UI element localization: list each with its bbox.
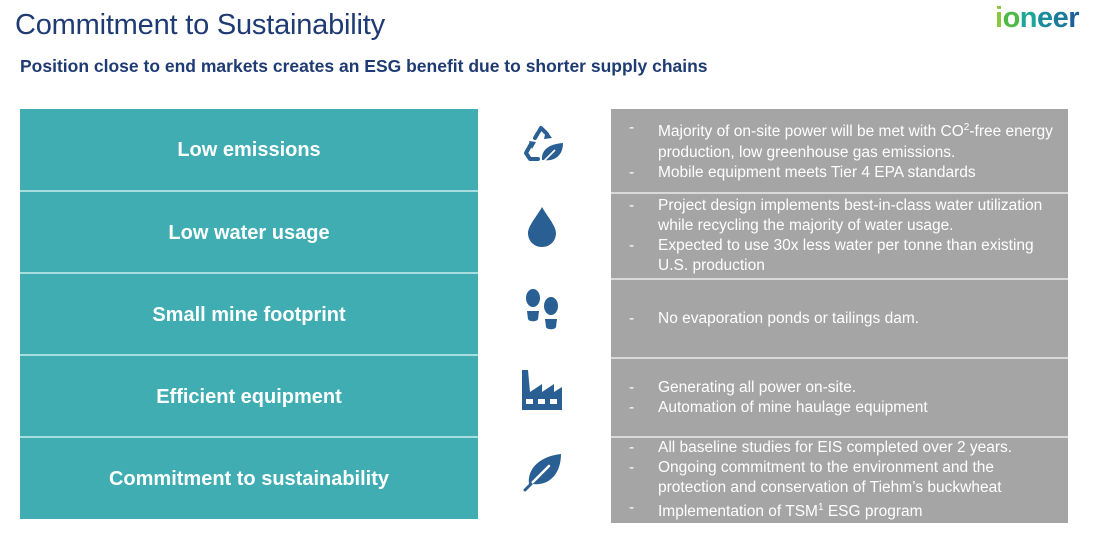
water-drop-icon <box>520 204 564 248</box>
divider <box>611 278 1068 280</box>
details-low-water-usage: - Project design implements best-in-clas… <box>611 194 1068 278</box>
bullet-item: - Implementation of TSM1 ESG program <box>611 498 1068 522</box>
bullet-item: - Generating all power on-site. <box>611 378 1068 398</box>
category-label: Efficient equipment <box>156 385 342 408</box>
details-panel: - Majority of on-site power will be met … <box>611 109 1068 523</box>
bullet-dash: - <box>629 378 635 396</box>
details-commitment-to-sustainability: - All baseline studies for EIS completed… <box>611 438 1068 523</box>
bullet-text: Implementation of TSM1 ESG program <box>658 502 923 521</box>
recycle-leaf-icon <box>521 122 565 166</box>
bullet-item: - Automation of mine haulage equipment <box>611 398 1068 418</box>
bullet-item: - Expected to use 30x less water per ton… <box>611 236 1068 276</box>
leaf-icon <box>521 450 565 494</box>
bullet-text: Mobile equipment meets Tier 4 EPA standa… <box>658 163 976 181</box>
divider <box>20 436 478 438</box>
divider <box>20 190 478 192</box>
category-panel: Low emissions Low water usage Small mine… <box>20 109 478 519</box>
bullet-dash: - <box>629 237 635 254</box>
factory-icon <box>520 368 564 412</box>
divider <box>611 192 1068 194</box>
category-label: Commitment to sustainability <box>108 467 390 490</box>
bullet-item: - Ongoing commitment to the environment … <box>611 458 1068 498</box>
bullet-dash: - <box>629 119 635 137</box>
category-low-water-usage: Low water usage <box>20 192 478 274</box>
bullet-dash: - <box>629 439 635 457</box>
details-small-mine-footprint: - No evaporation ponds or tailings dam. <box>611 280 1068 357</box>
page-title: Commitment to Sustainability <box>15 9 385 41</box>
bullet-item: - Project design implements best-in-clas… <box>611 196 1068 236</box>
divider <box>20 272 478 274</box>
bullet-dash: - <box>629 499 635 517</box>
page-subtitle: Position close to end markets creates an… <box>20 56 708 76</box>
bullet-text: Majority of on-site power will be met wi… <box>658 122 1053 161</box>
bullet-text: Generating all power on-site. <box>658 378 857 396</box>
bullet-text: Ongoing commitment to the environment an… <box>658 459 1002 497</box>
bullet-text: Automation of mine haulage equipment <box>658 398 928 416</box>
bullet-dash: - <box>629 309 635 327</box>
bullet-dash: - <box>629 459 635 477</box>
footprints-icon <box>520 288 564 332</box>
divider <box>20 354 478 356</box>
bullet-item: - Majority of on-site power will be met … <box>611 118 1068 162</box>
details-efficient-equipment: - Generating all power on-site. - Automa… <box>611 359 1068 436</box>
bullet-dash: - <box>629 163 635 181</box>
bullet-text: All baseline studies for EIS completed o… <box>658 439 1013 457</box>
bullet-text: No evaporation ponds or tailings dam. <box>658 309 920 327</box>
ioneer-logo: ioneer <box>995 2 1080 34</box>
bullet-dash: - <box>629 398 635 416</box>
category-label: Small mine footprint <box>152 303 346 326</box>
bullet-item: - Mobile equipment meets Tier 4 EPA stan… <box>611 163 1068 183</box>
bullet-item: - All baseline studies for EIS completed… <box>611 438 1068 458</box>
bullet-item: - No evaporation ponds or tailings dam. <box>611 309 1068 329</box>
bullet-text: Expected to use 30x less water per tonne… <box>658 237 1034 274</box>
category-small-mine-footprint: Small mine footprint <box>20 274 478 356</box>
bullet-dash: - <box>629 197 635 214</box>
details-low-emissions: - Majority of on-site power will be met … <box>611 109 1068 192</box>
category-low-emissions: Low emissions <box>20 109 478 191</box>
category-efficient-equipment: Efficient equipment <box>20 356 478 438</box>
divider <box>611 436 1068 438</box>
category-label: Low water usage <box>168 221 330 244</box>
divider <box>611 357 1068 359</box>
category-label: Low emissions <box>177 138 321 161</box>
bullet-text: Project design implements best-in-class … <box>658 197 1043 234</box>
category-commitment-to-sustainability: Commitment to sustainability <box>20 438 478 520</box>
